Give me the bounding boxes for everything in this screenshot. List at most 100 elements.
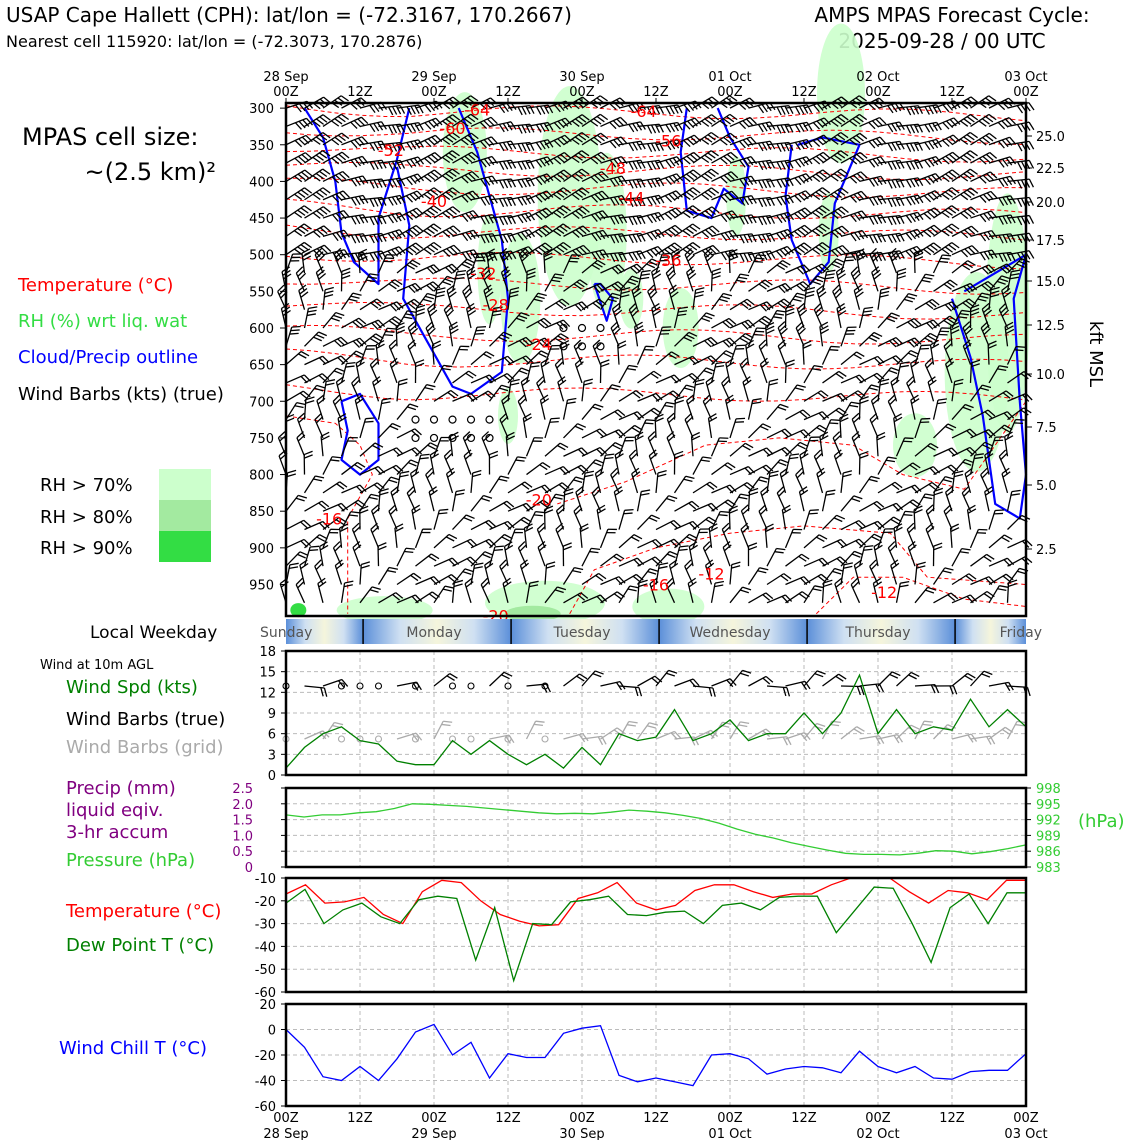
sfc-wind-barb-grid bbox=[840, 726, 865, 740]
wind-barb bbox=[729, 332, 754, 347]
wind-barb bbox=[785, 173, 813, 186]
sfc-calm-marker-grid bbox=[504, 735, 512, 743]
wind-barb bbox=[890, 559, 900, 585]
wind-barb bbox=[988, 117, 1016, 130]
wind-barb bbox=[914, 586, 937, 604]
wind-barb bbox=[766, 378, 779, 402]
wind-barb bbox=[295, 577, 306, 604]
wind-barb bbox=[776, 486, 787, 512]
wind-barb bbox=[317, 577, 327, 603]
temperature-contour-label: -12 bbox=[871, 583, 897, 602]
wind-barb bbox=[433, 244, 461, 258]
wind-barb bbox=[687, 577, 697, 603]
pressure-line bbox=[285, 803, 1027, 856]
wind-barb bbox=[933, 242, 960, 256]
wind-barb bbox=[803, 187, 831, 201]
wind-barb bbox=[984, 486, 994, 512]
wind-barb bbox=[480, 266, 492, 292]
wind-barb bbox=[748, 121, 776, 133]
wind-barb bbox=[747, 476, 770, 494]
wind-barb bbox=[747, 398, 762, 420]
wind-barb bbox=[851, 431, 861, 457]
top-date-label: 30 Sep bbox=[559, 70, 604, 85]
weekday-name: Friday bbox=[1000, 625, 1042, 641]
wind-barb bbox=[304, 187, 331, 201]
wind-barb bbox=[729, 136, 758, 149]
wind-barb bbox=[486, 248, 496, 274]
wind-barb bbox=[670, 248, 681, 274]
wind-barb bbox=[414, 528, 432, 549]
wind-barb bbox=[637, 211, 665, 224]
wind-barb bbox=[396, 104, 424, 115]
sfc-wind-barb-grid bbox=[525, 720, 545, 740]
wind-barb bbox=[877, 287, 890, 310]
legend-rh70-swatch bbox=[159, 469, 211, 500]
wind-barb bbox=[415, 205, 442, 219]
height-tick-label: 7.5 bbox=[1036, 421, 1057, 436]
wind-barb bbox=[581, 113, 609, 127]
wind-barb bbox=[304, 355, 330, 366]
precip-tick-label: 1.5 bbox=[232, 814, 253, 829]
temperature-line bbox=[285, 877, 1026, 927]
temperature-contour-label: -16 bbox=[316, 510, 342, 529]
wind-barb bbox=[859, 331, 883, 347]
wind-barb bbox=[377, 476, 400, 494]
wind-barb bbox=[711, 499, 736, 512]
wind-barb bbox=[354, 394, 364, 420]
wind-barb bbox=[377, 542, 387, 567]
wind-barb bbox=[377, 397, 392, 420]
wind-barb bbox=[340, 267, 351, 292]
wind-barb bbox=[285, 551, 309, 567]
calm-marker bbox=[577, 323, 587, 333]
sfc-wind-barb-grid bbox=[729, 721, 750, 740]
wind-barb bbox=[341, 136, 369, 149]
wind-barb bbox=[631, 467, 641, 494]
wind-barb bbox=[914, 156, 943, 168]
rh-area bbox=[500, 233, 541, 364]
sfc-wind-barb bbox=[655, 669, 678, 687]
wind-barb bbox=[969, 304, 980, 328]
bottom-date-label: 29 Sep bbox=[411, 1127, 456, 1140]
wind-barb bbox=[951, 378, 964, 402]
wind-barb bbox=[618, 364, 638, 384]
sfc-calm-marker bbox=[337, 682, 346, 690]
wind-barb bbox=[452, 370, 477, 384]
wind-barb bbox=[375, 340, 385, 365]
wind-barb bbox=[414, 453, 430, 475]
pressure-tick-label: 500 bbox=[249, 249, 274, 264]
temperature-contour bbox=[815, 576, 1027, 615]
wind-barb bbox=[840, 495, 863, 512]
wind-barb bbox=[414, 292, 437, 311]
wind-barb bbox=[359, 298, 385, 311]
wind-barb bbox=[840, 229, 869, 242]
forecast-cycle: 2025-09-28 / 00 UTC bbox=[838, 29, 1045, 53]
panel-frame bbox=[284, 876, 1028, 994]
wind-barb bbox=[470, 519, 496, 531]
precip-tick-label: 1.0 bbox=[232, 829, 253, 844]
forecast-title: AMPS MPAS Forecast Cycle: bbox=[814, 3, 1089, 27]
wind-barb bbox=[692, 528, 709, 549]
wind-barb bbox=[766, 470, 779, 493]
weekday-segment bbox=[807, 619, 956, 644]
wind-barb bbox=[690, 431, 701, 457]
wind-barb bbox=[711, 113, 738, 127]
wind-barb bbox=[871, 266, 882, 292]
wind-barb bbox=[555, 504, 565, 530]
top-hour-label: 12Z bbox=[791, 85, 817, 100]
wind-barb bbox=[674, 533, 698, 549]
sfc-wind-barb-grid bbox=[433, 720, 453, 740]
wind-barb bbox=[470, 551, 494, 567]
wind-barb bbox=[618, 508, 634, 530]
wind-barb bbox=[581, 259, 606, 274]
bottom-date-label: 02 Oct bbox=[856, 1127, 899, 1140]
wind-barb bbox=[470, 116, 498, 130]
wind-barb bbox=[729, 417, 746, 439]
wind-barb bbox=[888, 247, 900, 274]
sfc-calm-marker bbox=[467, 682, 475, 690]
wind-barb bbox=[655, 224, 683, 238]
wind-barb bbox=[299, 559, 309, 585]
wind-barb bbox=[729, 586, 752, 604]
wind-barb bbox=[850, 577, 861, 604]
